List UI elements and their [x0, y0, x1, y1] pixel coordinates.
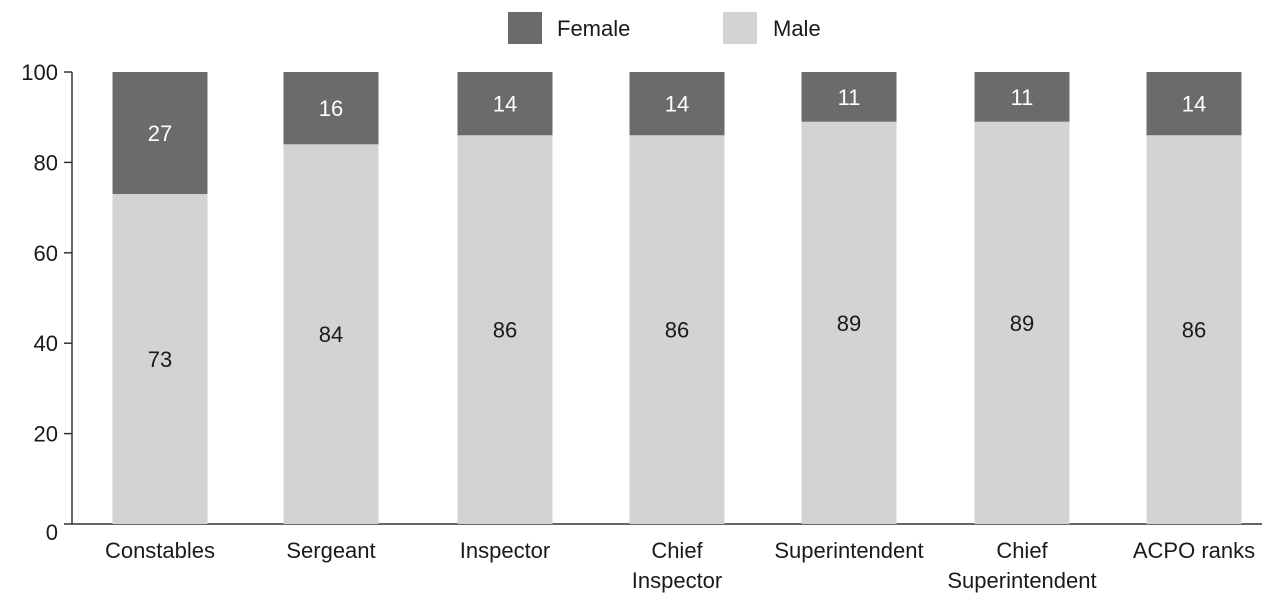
legend-swatch-female — [508, 12, 542, 44]
data-label-female: 27 — [148, 121, 172, 146]
category-label-line: Chief — [996, 538, 1048, 563]
bar-segment-female — [974, 72, 1070, 122]
data-label-male: 84 — [319, 322, 343, 347]
category-label: Chief Superintendent — [947, 538, 1096, 593]
data-label-male: 86 — [1182, 318, 1206, 343]
category-label-line: Constables — [105, 538, 215, 563]
data-label-female: 11 — [1011, 85, 1034, 110]
data-labels: 73 27 84 16 86 14 86 14 89 11 89 11 86 14 — [148, 85, 1206, 372]
bar-segment-female — [629, 72, 725, 136]
category-label: Constables — [105, 538, 215, 563]
category-label: Inspector — [460, 538, 551, 563]
category-label-line: Chief — [651, 538, 703, 563]
category-label-line: Sergeant — [286, 538, 375, 563]
data-label-female: 14 — [1182, 92, 1206, 117]
bar-segment-male — [283, 144, 379, 524]
category-label: ACPO ranks — [1133, 538, 1255, 563]
y-tick-label: 60 — [34, 241, 58, 266]
y-tick-label: 100 — [21, 60, 58, 85]
category-label-line: Superintendent — [947, 568, 1096, 593]
legend-label-male: Male — [773, 16, 821, 41]
bar-segment-female — [112, 72, 208, 195]
y-tick-label: 80 — [34, 150, 58, 175]
y-tick-label: 20 — [34, 422, 58, 447]
data-label-female: 14 — [665, 92, 689, 117]
data-label-male: 89 — [1010, 311, 1034, 336]
bar-segment-male — [629, 135, 725, 524]
bar-segment-female — [457, 72, 553, 136]
data-label-male: 89 — [837, 311, 861, 336]
category-labels: Constables Sergeant Inspector Chief Inspecto… — [105, 538, 1255, 593]
bar-segment-male — [112, 194, 208, 525]
data-label-male: 86 — [493, 318, 517, 343]
y-tick-label: 0 — [46, 520, 58, 545]
bar-segment-male — [974, 121, 1070, 524]
data-label-female: 11 — [838, 85, 861, 110]
bar-segment-female — [1146, 72, 1242, 136]
bar-segment-female — [283, 72, 379, 145]
category-label: Sergeant — [286, 538, 375, 563]
data-label-male: 86 — [665, 318, 689, 343]
bar-segment-male — [457, 135, 553, 524]
bar-segment-male — [1146, 135, 1242, 524]
category-label-line: Superintendent — [774, 538, 923, 563]
legend: Female Male — [508, 12, 821, 44]
category-label: Superintendent — [774, 538, 923, 563]
bars — [112, 72, 1242, 525]
bar-segment-male — [801, 121, 897, 524]
category-label-line: Inspector — [632, 568, 723, 593]
legend-swatch-male — [723, 12, 757, 44]
data-label-male: 73 — [148, 347, 172, 372]
category-label-line: Inspector — [460, 538, 551, 563]
category-label: Chief Inspector — [632, 538, 723, 593]
data-label-female: 16 — [319, 96, 343, 121]
bar-segment-female — [801, 72, 897, 122]
data-label-female: 14 — [493, 92, 517, 117]
y-tick-label: 40 — [34, 331, 58, 356]
legend-label-female: Female — [557, 16, 630, 41]
category-label-line: ACPO ranks — [1133, 538, 1255, 563]
